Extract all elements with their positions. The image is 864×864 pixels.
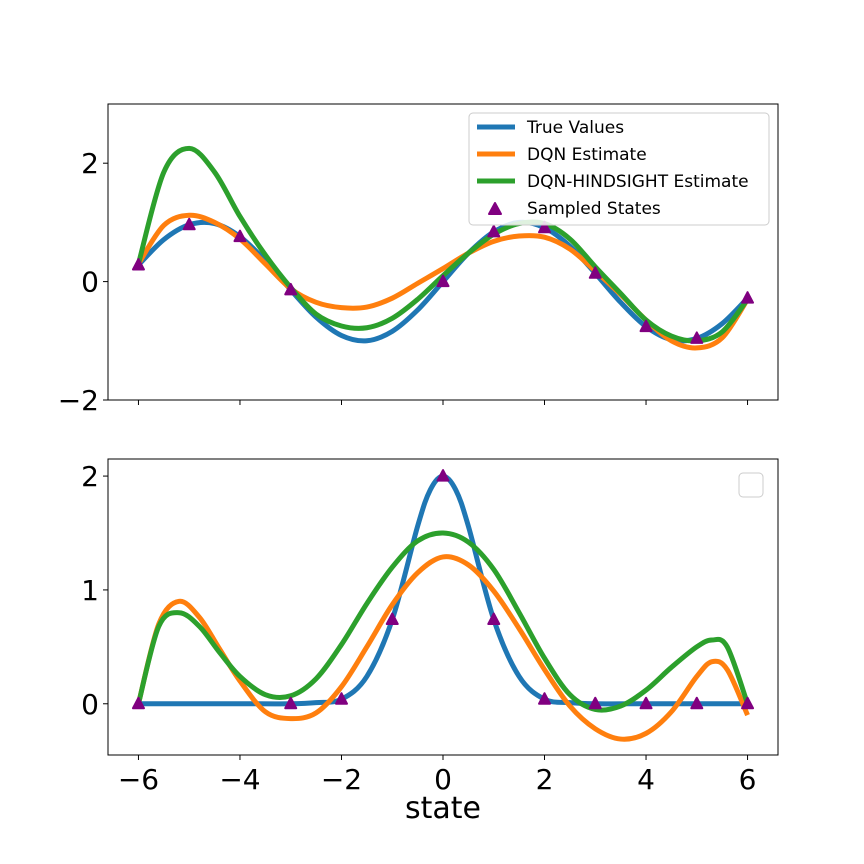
legend-true-values-label: True Values	[526, 118, 624, 138]
top-sampled-state-point	[487, 224, 501, 238]
top-sampled-state-point	[436, 274, 450, 288]
bottom-dqn-hindsight-estimate-line	[136, 530, 750, 713]
top-sampled-state-point	[131, 258, 145, 271]
bottom-y-tick-label: 0	[81, 688, 99, 721]
bottom-sampled-state-point	[538, 692, 552, 705]
top-sampled-state-point	[233, 229, 247, 243]
bottom-empty-legend	[738, 472, 764, 498]
x-axis-label: state	[405, 791, 481, 826]
legend-sampled-states-label: Sampled States	[527, 199, 661, 219]
top-panel: −2 0 2 True Values DQN Estimate DQN-HINDSI…	[58, 103, 779, 417]
top-sampled-state-point	[588, 266, 602, 279]
legend-sampled-states-marker	[488, 202, 502, 215]
top-sampled-state-point	[182, 217, 196, 231]
bottom-axes-frame	[107, 458, 779, 756]
bottom-sampled-state-point	[284, 696, 298, 710]
bottom-sampled-state-point	[588, 696, 602, 710]
bottom-x-tick-label: −6	[118, 763, 159, 796]
top-y-tick-label: 0	[81, 266, 99, 299]
bottom-x-axis: −6 −4 −2 0 2 4 6	[118, 755, 757, 796]
bottom-x-tick-label: 6	[739, 763, 757, 796]
bottom-y-tick-label: 2	[81, 460, 99, 493]
top-y-tick-label: 2	[81, 147, 99, 180]
bottom-x-tick-label: 0	[434, 763, 452, 796]
top-sampled-state-point	[538, 220, 552, 234]
top-legend: True Values DQN Estimate DQN-HINDSIGHT E…	[468, 112, 770, 226]
bottom-sampled-state-point	[131, 696, 145, 710]
bottom-sampled-state-point	[436, 469, 450, 482]
top-sampled-state-point	[741, 291, 755, 304]
top-sampled-state-point	[690, 331, 704, 344]
bottom-sampled-state-point	[487, 612, 501, 626]
bottom-dqn-estimate-line	[136, 554, 750, 742]
top-sampled-state-point	[639, 319, 653, 333]
bottom-sampled-state-point	[690, 696, 704, 710]
top-x-axis	[137, 400, 749, 405]
bottom-x-tick-label: 4	[637, 763, 655, 796]
bottom-plot-area	[131, 469, 755, 742]
bottom-x-tick-label: −4	[219, 763, 260, 796]
bottom-panel: 0 1 2 −6 −4 −2 0 2 4 6 state	[81, 458, 779, 826]
top-plot-area	[131, 145, 755, 351]
bottom-y-axis: 0 1 2	[81, 460, 108, 721]
legend-box	[468, 112, 770, 226]
bottom-sampled-state-point	[639, 696, 653, 710]
top-y-axis: −2 0 2	[58, 147, 108, 417]
bottom-sampled-state-point	[741, 696, 755, 710]
legend-dqn-hindsight-label: DQN-HINDSIGHT Estimate	[527, 172, 749, 192]
bottom-x-tick-label: −2	[321, 763, 362, 796]
bottom-x-tick-label: 2	[536, 763, 554, 796]
bottom-y-tick-label: 1	[81, 574, 99, 607]
top-y-tick-label: −2	[58, 384, 99, 417]
top-sampled-state-point	[284, 282, 298, 296]
bottom-sampled-state-point	[334, 692, 348, 705]
bottom-sampled-state-point	[385, 612, 399, 626]
legend-dqn-estimate-label: DQN Estimate	[527, 145, 647, 165]
